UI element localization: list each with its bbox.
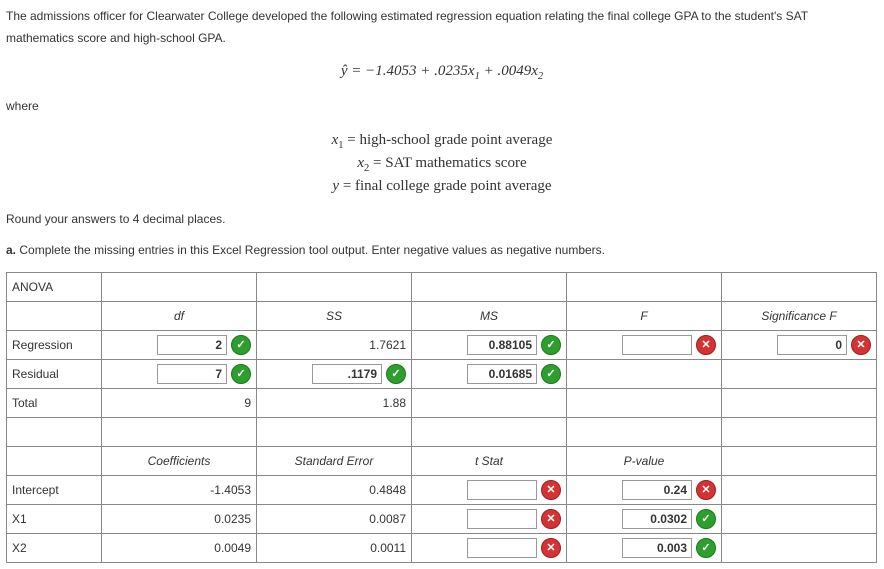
where-label: where [6,96,878,118]
intercept-pval-input[interactable]: 0.24 [622,480,692,500]
regression-df-input[interactable]: 2 [157,335,227,355]
total-df: 9 [102,388,257,417]
part-a: a. Complete the missing entries in this … [6,240,878,262]
header-pval: P-value [567,446,722,475]
x1-row: X1 0.0235 0.0087 ✕ 0.0302✓ [7,504,877,533]
intercept-se: 0.4848 [257,475,412,504]
residual-ss-input[interactable]: .1179 [312,364,382,384]
x-icon: ✕ [696,335,716,355]
regression-ss: 1.7621 [257,330,412,359]
header-ms: MS [412,301,567,330]
residual-label: Residual [7,359,102,388]
x1-coef: 0.0235 [102,504,257,533]
header-df: df [102,301,257,330]
anova-header-row: df SS MS F Significance F [7,301,877,330]
total-row: Total 9 1.88 [7,388,877,417]
intercept-tstat-input[interactable] [467,480,537,500]
total-ss: 1.88 [257,388,412,417]
x1-se: 0.0087 [257,504,412,533]
x1-label: X1 [7,504,102,533]
header-f: F [567,301,722,330]
regression-row: Regression 2✓ 1.7621 0.88105✓ ✕ 0✕ [7,330,877,359]
header-sigf: Significance F [722,301,877,330]
intercept-row: Intercept -1.4053 0.4848 ✕ 0.24✕ [7,475,877,504]
residual-df-input[interactable]: 7 [157,364,227,384]
part-a-text: Complete the missing entries in this Exc… [19,243,605,257]
rounding-note: Round your answers to 4 decimal places. [6,209,878,231]
header-coef: Coefficients [102,446,257,475]
check-icon: ✓ [386,364,406,384]
x2-se: 0.0011 [257,533,412,562]
x2-coef: 0.0049 [102,533,257,562]
problem-statement: The admissions officer for Clearwater Co… [6,6,878,49]
intercept-label: Intercept [7,475,102,504]
variable-definitions: x1 = high-school grade point average x2 … [6,132,878,195]
regression-ms-input[interactable]: 0.88105 [467,335,537,355]
total-label: Total [7,388,102,417]
header-tstat: t Stat [412,446,567,475]
x-icon: ✕ [851,335,871,355]
regression-f-input[interactable] [622,335,692,355]
anova-title: ANOVA [7,272,102,301]
x-icon: ✕ [696,480,716,500]
check-icon: ✓ [696,509,716,529]
anova-title-row: ANOVA [7,272,877,301]
regression-sigf-input[interactable]: 0 [777,335,847,355]
check-icon: ✓ [696,538,716,558]
header-ss: SS [257,301,412,330]
check-icon: ✓ [541,364,561,384]
check-icon: ✓ [231,364,251,384]
x-icon: ✕ [541,509,561,529]
anova-table: ANOVA df SS MS F Significance F Regressi… [6,272,877,563]
regression-equation: ŷ = −1.4053 + .0235x1 + .0049x2 [6,63,878,82]
x2-row: X2 0.0049 0.0011 ✕ 0.003✓ [7,533,877,562]
residual-ms-input[interactable]: 0.01685 [467,364,537,384]
x2-tstat-input[interactable] [467,538,537,558]
x-icon: ✕ [541,480,561,500]
intercept-coef: -1.4053 [102,475,257,504]
x2-label: X2 [7,533,102,562]
x-icon: ✕ [541,538,561,558]
x1-pval-input[interactable]: 0.0302 [622,509,692,529]
part-a-label: a. [6,243,16,257]
x2-pval-input[interactable]: 0.003 [622,538,692,558]
coef-header-row: Coefficients Standard Error t Stat P-val… [7,446,877,475]
check-icon: ✓ [541,335,561,355]
x1-tstat-input[interactable] [467,509,537,529]
residual-row: Residual 7✓ .1179✓ 0.01685✓ [7,359,877,388]
check-icon: ✓ [231,335,251,355]
header-se: Standard Error [257,446,412,475]
regression-label: Regression [7,330,102,359]
